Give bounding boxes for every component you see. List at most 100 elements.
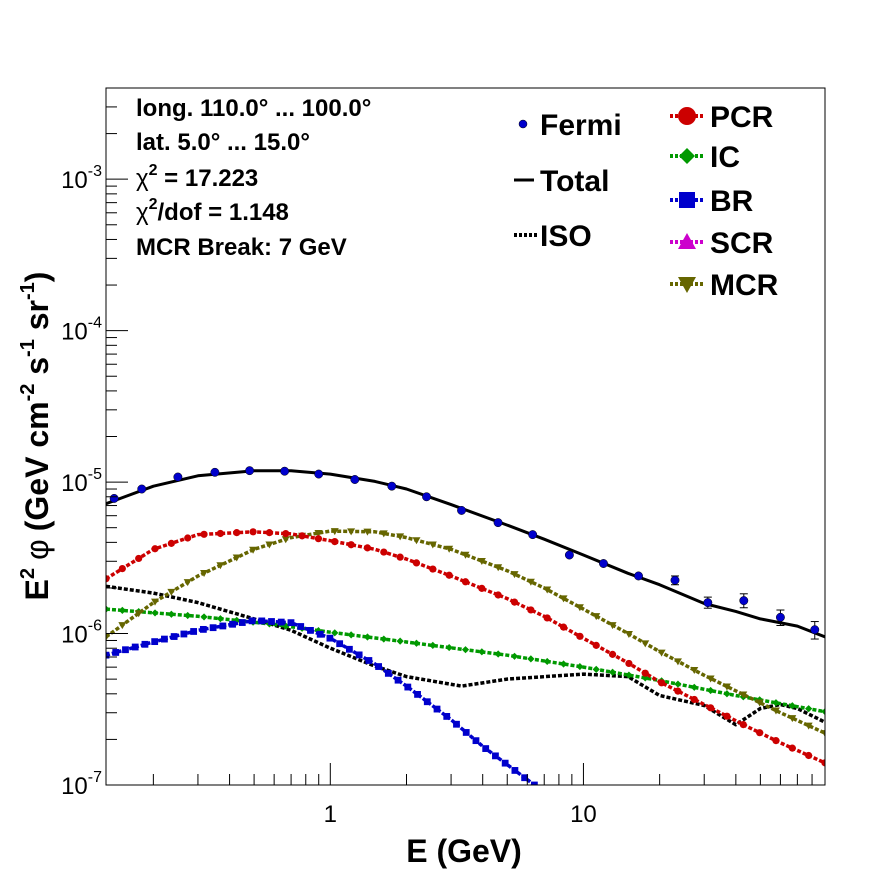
fermi-point (314, 469, 324, 479)
fermi-marker (350, 475, 360, 484)
marker-mcr (363, 528, 372, 536)
marker-ic (576, 662, 584, 671)
fermi-marker (457, 505, 467, 515)
marker-ic (106, 605, 110, 613)
fermi-marker (634, 571, 643, 581)
marker-ic (200, 613, 208, 621)
marker-ic (608, 668, 617, 676)
legend-label-fermi: Fermi (540, 109, 622, 142)
marker-br (355, 651, 363, 659)
marker-ic (543, 657, 551, 666)
x-tick-label-10: 10 (570, 801, 597, 828)
marker-mcr (510, 571, 519, 579)
marker-pcr (298, 532, 306, 540)
marker-pcr (756, 729, 764, 737)
y-tick-label-1e-6: 10-6 (61, 618, 102, 649)
y-tick-base: 10 (61, 167, 88, 194)
legend-marker-scr (678, 233, 696, 249)
marker-pcr (412, 559, 421, 567)
marker-mcr (477, 558, 486, 566)
marker-mcr (167, 588, 176, 596)
marker-br (131, 643, 139, 651)
marker-mcr (151, 598, 160, 606)
curve-total (106, 469, 825, 639)
axis-ticks (106, 87, 826, 786)
y-tick-exp: -7 (88, 769, 102, 786)
marker-mcr (559, 595, 568, 603)
fermi-point (245, 466, 255, 476)
curve-mcr (106, 528, 825, 738)
marker-pcr (167, 539, 175, 547)
marker-mcr (330, 528, 339, 536)
model-curves (106, 469, 825, 785)
marker-mcr (788, 715, 797, 723)
fermi-marker (703, 598, 713, 608)
marker-mcr (575, 604, 584, 612)
marker-pcr (331, 537, 339, 546)
marker-mcr (445, 545, 454, 553)
marker-br (180, 630, 188, 638)
fermi-marker (280, 466, 290, 476)
marker-ic (592, 665, 600, 673)
marker-pcr (429, 565, 437, 573)
marker-pcr (527, 606, 535, 614)
marker-mcr (379, 530, 388, 538)
marker-pcr (494, 591, 502, 599)
marker-mcr (281, 536, 290, 544)
marker-br (190, 628, 198, 635)
marker-ic (445, 643, 453, 652)
legend-marker-br (679, 192, 695, 208)
marker-mcr (804, 722, 813, 730)
marker-ic (282, 622, 290, 630)
fermi-point (670, 575, 680, 586)
marker-pcr (184, 534, 192, 542)
marker-mcr (641, 640, 650, 648)
marker-br (161, 635, 168, 643)
marker-mcr (216, 562, 225, 570)
marker-pcr (739, 720, 747, 729)
fermi-marker (137, 484, 147, 494)
marker-pcr (363, 544, 372, 552)
marker-br (501, 759, 509, 767)
marker-pcr (723, 712, 731, 720)
marker-pcr (657, 679, 666, 687)
fermi-point (634, 571, 643, 581)
marker-pcr (314, 535, 323, 543)
marker-mcr (428, 541, 437, 549)
marker-ic (461, 646, 470, 654)
marker-br (219, 622, 227, 630)
marker-mcr (543, 586, 552, 594)
marker-ic (412, 639, 421, 647)
marker-br (316, 630, 324, 638)
marker-mcr (592, 613, 601, 621)
marker-pcr (118, 564, 126, 573)
fermi-marker (314, 469, 324, 479)
fermi-point (280, 466, 290, 476)
marker-pcr (625, 659, 633, 668)
marker-pcr (249, 528, 257, 536)
marker-mcr (706, 675, 715, 683)
marker-pcr (347, 541, 355, 549)
curve-line-ic (106, 607, 825, 714)
marker-br (404, 683, 412, 691)
marker-br (199, 625, 207, 633)
legend-marker-ic (679, 148, 695, 164)
fermi-marker (493, 518, 503, 528)
fermi-point (703, 596, 713, 609)
fermi-marker (599, 559, 608, 568)
marker-ic (559, 660, 568, 668)
marker-br (511, 767, 519, 774)
marker-ic (429, 641, 437, 650)
marker-br (277, 618, 285, 626)
marker-mcr (461, 551, 470, 559)
marker-mcr (232, 554, 241, 562)
marker-br (530, 781, 538, 785)
marker-ic (723, 690, 731, 698)
marker-mcr (249, 546, 258, 554)
legend-marker-mcr (678, 277, 696, 293)
marker-pcr (282, 529, 290, 538)
info-latitude: lat. 5.0° ... 15.0° (136, 129, 310, 156)
marker-pcr (805, 751, 813, 760)
